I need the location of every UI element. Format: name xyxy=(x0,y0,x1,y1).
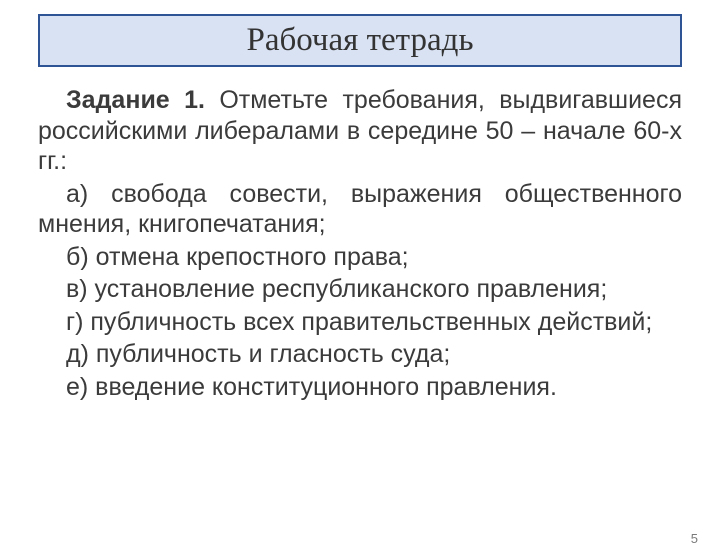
list-item: б) отмена крепостного права; xyxy=(38,242,682,273)
task-intro: Задание 1. Отметьте требования, выдвигав… xyxy=(38,85,682,177)
list-item: д) публичность и гласность суда; xyxy=(38,339,682,370)
page-number: 5 xyxy=(691,531,698,546)
task-label: Задание 1. xyxy=(66,86,205,114)
list-item: г) публичность всех правительственных де… xyxy=(38,307,682,338)
list-item: а) свобода совести, выражения общественн… xyxy=(38,179,682,240)
title-box: Рабочая тетрадь xyxy=(38,14,682,67)
content-area: Задание 1. Отметьте требования, выдвигав… xyxy=(38,85,682,402)
title-text: Рабочая тетрадь xyxy=(247,22,474,58)
list-item: е) введение конституционного правления. xyxy=(38,372,682,403)
list-item: в) установление республиканского правлен… xyxy=(38,274,682,305)
